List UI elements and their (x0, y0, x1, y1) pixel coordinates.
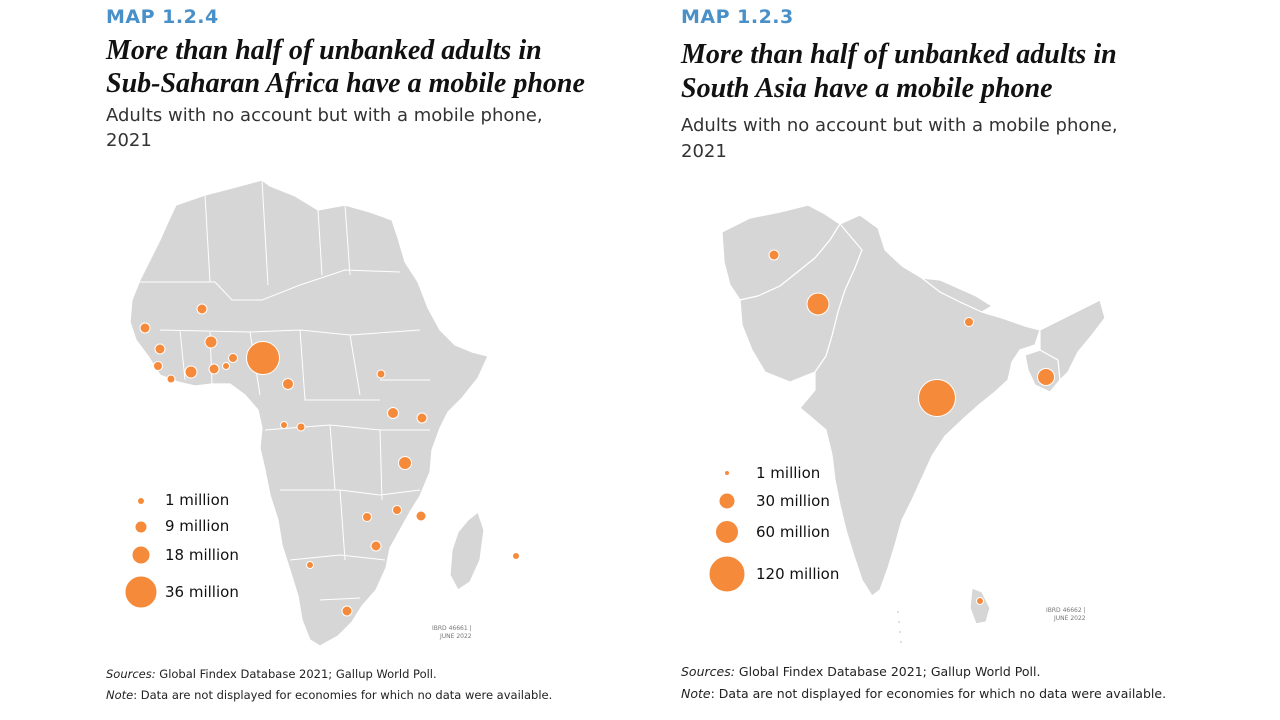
bubble-point (222, 362, 230, 370)
legend-label: 1 million (165, 491, 229, 509)
sources-label: Sources: (681, 664, 735, 679)
legend-bubble-3 (715, 520, 739, 544)
africa-legend: 1 million 9 million 18 million 36 millio… (124, 491, 239, 609)
map-title-line1: More than half of unbanked adults in (681, 39, 1117, 70)
legend-bubble-2 (134, 520, 148, 534)
bubble-point (964, 317, 974, 327)
bubble-point (282, 378, 294, 390)
bubble-point (392, 505, 402, 515)
nepal (921, 277, 993, 313)
legend-label: 30 million (756, 492, 830, 510)
bubble-point (1037, 368, 1055, 386)
bubble-point (139, 322, 151, 334)
note-text: : Data are not displayed for economies f… (710, 686, 1167, 701)
south-asia-map: 1 million 30 million 60 million 120 mill… (708, 204, 1106, 643)
map-title-line2: South Asia have a mobile phone (681, 73, 1053, 104)
bubble-point (196, 303, 208, 315)
bubble-point (166, 374, 176, 384)
map-title-line1: More than half of unbanked adults in (106, 35, 542, 66)
south-asia-legend: 1 million 30 million 60 million 120 mill… (708, 464, 839, 593)
africa-landmass (129, 179, 489, 647)
africa-map: 1 million 9 million 18 million 36 millio… (124, 179, 520, 647)
south-asia-bubbles (768, 249, 1055, 605)
sri-lanka (969, 587, 991, 625)
bubble-point (246, 341, 280, 375)
sources-text: Global Findex Database 2021; Gallup Worl… (738, 664, 1041, 679)
legend-bubble-4 (708, 555, 746, 593)
map-subtitle-line1: Adults with no account but with a mobile… (681, 115, 1118, 136)
legend-bubble-3 (131, 545, 151, 565)
bubble-point (387, 407, 399, 419)
note-text: : Data are not displayed for economies f… (133, 688, 553, 702)
map-panel-south-asia: 1 million 30 million 60 million 120 mill… (640, 0, 1280, 720)
legend-label: 18 million (165, 546, 239, 564)
ibrd-date: JUNE 2022 (1053, 615, 1086, 622)
maldives (897, 611, 902, 643)
bubble-point (976, 597, 984, 605)
bubble-point (204, 335, 218, 349)
note-line: Note: Data are not displayed for economi… (106, 685, 552, 706)
legend-bubble-1 (724, 470, 730, 476)
legend-label: 120 million (756, 565, 839, 583)
bubble-point (280, 421, 288, 429)
bubble-point (154, 343, 166, 355)
note-label: Note (106, 688, 134, 702)
bubble-point (416, 412, 428, 424)
bubble-point (512, 552, 520, 560)
map-subtitle-line2: 2021 (681, 141, 727, 162)
bubble-point (296, 422, 306, 432)
map-label: MAP 1.2.3 (681, 6, 794, 28)
madagascar (449, 511, 485, 591)
bubble-point (768, 249, 780, 261)
sources-label: Sources: (106, 667, 156, 681)
map-label: MAP 1.2.4 (106, 6, 219, 28)
ibrd-code: IBRD 46661 | (432, 625, 472, 632)
map-subtitle-line2: 2021 (106, 130, 152, 151)
sources-text: Global Findex Database 2021; Gallup Worl… (159, 667, 437, 681)
bubble-point (370, 540, 382, 552)
legend-bubble-4 (124, 575, 158, 609)
bubble-point (376, 369, 386, 379)
ibrd-date: JUNE 2022 (439, 633, 472, 640)
legend-label: 9 million (165, 517, 229, 535)
africa-bubbles (139, 303, 520, 617)
legend-label: 36 million (165, 583, 239, 601)
bubble-point (362, 512, 372, 522)
bubble-point (153, 361, 163, 371)
legend-label: 1 million (756, 464, 820, 482)
map-title-line2: Sub-Saharan Africa have a mobile phone (106, 68, 585, 99)
note-line: Note: Data are not displayed for economi… (681, 683, 1166, 704)
bubble-point (398, 456, 412, 470)
ibrd-code: IBRD 46662 | (1046, 607, 1086, 614)
bubble-point (806, 292, 830, 316)
sources-line: Sources: Global Findex Database 2021; Ga… (106, 664, 437, 685)
bubble-point (208, 363, 220, 375)
map-subtitle-line1: Adults with no account but with a mobile… (106, 105, 543, 126)
legend-label: 60 million (756, 523, 830, 541)
bubble-point (918, 379, 956, 417)
bubble-point (306, 561, 314, 569)
legend-bubble-2 (718, 492, 736, 510)
map-panel-africa: 1 million 9 million 18 million 36 millio… (106, 6, 585, 706)
legend-bubble-1 (137, 497, 145, 505)
bubble-point (341, 605, 353, 617)
bubble-point (184, 365, 198, 379)
bubble-point (415, 510, 427, 522)
bubble-point (228, 353, 238, 363)
northeast-india (1039, 299, 1106, 381)
sources-line: Sources: Global Findex Database 2021; Ga… (681, 661, 1040, 682)
note-label: Note (681, 686, 711, 701)
